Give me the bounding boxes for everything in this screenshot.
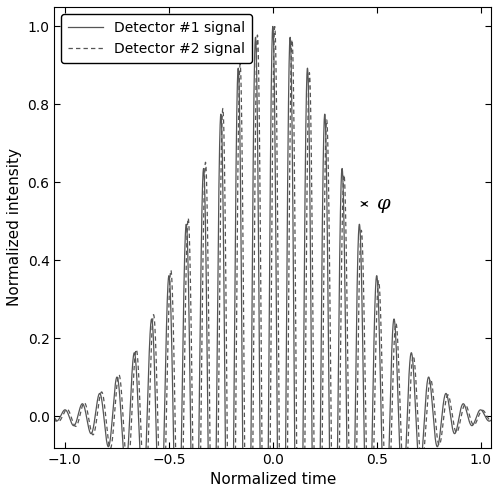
Detector #2 signal	[52, 414, 58, 420]
Detector #1 signal	[70, 422, 75, 428]
Text: φ: φ	[376, 195, 390, 213]
Detector #1 signal	[137, 453, 143, 459]
Detector #1 signal	[78, 404, 84, 410]
Detector #1 signal	[265, 483, 271, 489]
Detector #2 signal	[465, 408, 471, 413]
Detector #2 signal	[78, 410, 84, 416]
Detector #2 signal	[488, 418, 494, 424]
Line: Detector #1 signal: Detector #1 signal	[54, 27, 492, 494]
Detector #1 signal	[488, 417, 494, 423]
Detector #2 signal	[70, 418, 75, 424]
Detector #1 signal	[54, 418, 60, 424]
Line: Detector #2 signal: Detector #2 signal	[54, 27, 492, 494]
Detector #2 signal	[272, 24, 278, 30]
Detector #1 signal	[270, 24, 276, 30]
Legend: Detector #1 signal, Detector #2 signal: Detector #1 signal, Detector #2 signal	[62, 14, 252, 63]
Y-axis label: Normalized intensity: Normalized intensity	[7, 148, 22, 306]
Detector #2 signal	[137, 404, 143, 410]
Detector #1 signal	[465, 415, 471, 421]
Detector #2 signal	[54, 417, 60, 423]
Detector #1 signal	[52, 417, 58, 423]
X-axis label: Normalized time: Normalized time	[210, 472, 336, 487]
